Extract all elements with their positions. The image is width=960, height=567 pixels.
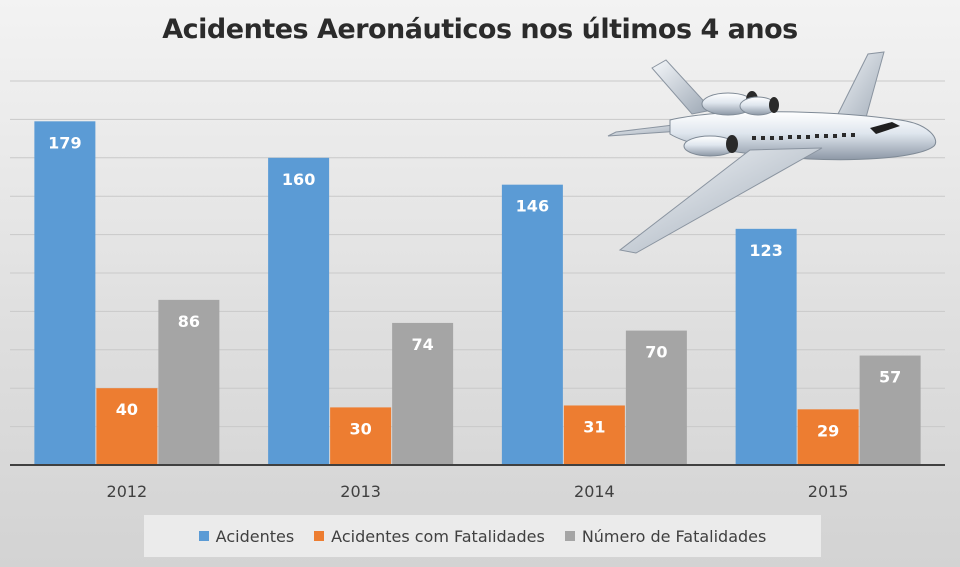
legend-label: Acidentes com Fatalidades <box>331 526 545 546</box>
data-label: 146 <box>516 197 549 216</box>
data-label: 29 <box>817 421 839 440</box>
bar <box>797 409 859 465</box>
legend-label: Acidentes <box>215 526 295 546</box>
bar <box>158 299 220 465</box>
legend-item-acidentes: Acidentes <box>198 526 295 546</box>
bar <box>859 355 921 465</box>
data-label: 74 <box>411 335 433 354</box>
data-label: 179 <box>48 133 81 152</box>
airplane-icon <box>607 51 936 254</box>
chart-title: Acidentes Aeronáuticos nos últimos 4 ano… <box>162 14 798 45</box>
bar <box>330 407 392 465</box>
legend-swatch <box>564 531 575 541</box>
bar <box>268 157 330 466</box>
legend-swatch <box>314 531 325 541</box>
data-label: 40 <box>116 400 138 419</box>
legend-swatch <box>198 531 209 541</box>
data-label: 30 <box>349 419 371 438</box>
bar <box>625 330 687 465</box>
x-tick-label: 2015 <box>808 482 849 501</box>
bar <box>563 405 625 465</box>
bar <box>735 228 797 465</box>
bar <box>392 322 454 465</box>
x-tick-label: 2014 <box>574 482 615 501</box>
legend-item-numero-de-fatalidades: Número de Fatalidades <box>564 526 767 546</box>
data-label: 86 <box>178 312 200 331</box>
data-label: 57 <box>879 368 901 387</box>
legend-label: Número de Fatalidades <box>581 526 767 546</box>
data-label: 160 <box>282 170 315 189</box>
x-tick-label: 2012 <box>107 482 148 501</box>
data-label: 123 <box>749 241 782 260</box>
bar <box>501 184 563 465</box>
legend-item-acidentes-com-fatalidades: Acidentes com Fatalidades <box>314 527 545 546</box>
x-tick-label: 2013 <box>340 482 381 501</box>
bar <box>96 388 158 465</box>
bar <box>34 121 96 465</box>
data-label: 70 <box>645 343 667 362</box>
data-label: 31 <box>583 417 605 436</box>
legend: Acidentes Acidentes com Fatalidades Núme… <box>144 515 821 557</box>
